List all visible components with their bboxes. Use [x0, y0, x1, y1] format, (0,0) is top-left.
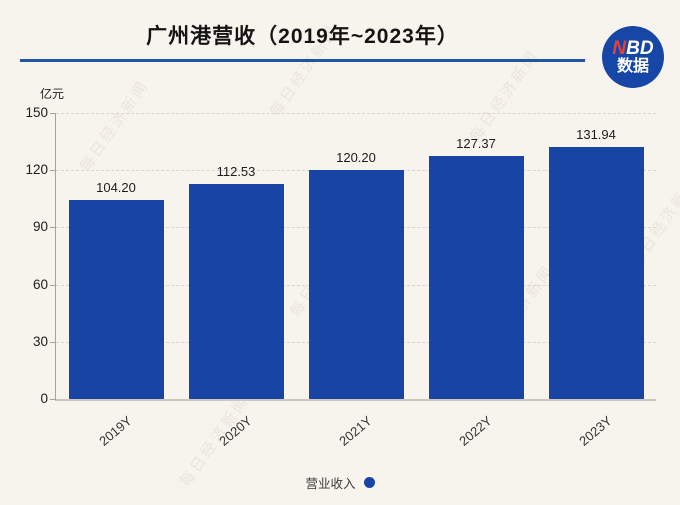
x-tick-label-2021Y: 2021Y [336, 413, 375, 449]
y-tick-mark-150 [50, 113, 56, 114]
gridline-150 [56, 113, 656, 114]
bar-2019Y[interactable] [68, 200, 164, 399]
nbd-logo: NBD 数据 [602, 26, 664, 88]
y-tick-mark-0 [50, 399, 56, 400]
legend[interactable]: 营业收入 [0, 473, 680, 492]
value-label-2019Y: 104.20 [96, 180, 136, 196]
nbd-logo-subtext: 数据 [616, 57, 649, 75]
y-tick-label-0: 0 [40, 391, 48, 406]
x-tick-label-2019Y: 2019Y [96, 413, 135, 449]
y-tick-mark-60 [50, 284, 56, 286]
y-tick-mark-30 [50, 341, 56, 343]
x-tick-label-2023Y: 2023Y [576, 413, 615, 449]
bar-2022Y[interactable] [428, 156, 524, 399]
value-label-2020Y: 112.53 [216, 164, 256, 180]
y-tick-mark-120 [50, 170, 56, 172]
bar-2021Y[interactable] [308, 169, 404, 399]
plot-area: 104.20 112.53 120.20 127.37 131.94 [50, 113, 656, 401]
y-tick-label-60: 60 [32, 276, 48, 292]
legend-label: 营业收入 [305, 477, 356, 491]
x-tick-label-2022Y: 2022Y [456, 413, 495, 449]
y-tick-label-120: 120 [25, 162, 48, 178]
value-label-2021Y: 120.20 [336, 149, 376, 165]
nbd-logo-text: NBD [612, 37, 654, 59]
legend-marker-dot [363, 477, 375, 488]
bar-2020Y[interactable] [188, 184, 284, 399]
title-underline [20, 59, 585, 62]
page-title: 广州港营收（2019年~2023年） [146, 25, 459, 48]
bar-2023Y[interactable] [548, 147, 644, 399]
y-tick-label-150: 150 [25, 105, 48, 120]
y-axis-labels: 0 30 60 90 120 150 [0, 105, 48, 406]
y-tick-mark-90 [50, 227, 56, 229]
value-label-2023Y: 131.94 [576, 127, 616, 143]
y-tick-label-30: 30 [32, 333, 48, 349]
y-axis-unit-label: 亿元 [40, 87, 65, 101]
x-axis-labels: 2019Y 2020Y 2021Y 2022Y 2023Y [55, 401, 655, 461]
x-tick-label-2020Y: 2020Y [216, 413, 255, 449]
value-label-2022Y: 127.37 [456, 136, 496, 152]
y-tick-label-90: 90 [32, 219, 48, 235]
